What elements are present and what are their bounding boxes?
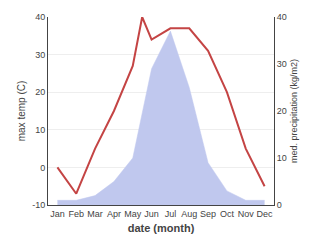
svg-text:0: 0 bbox=[277, 200, 282, 210]
svg-text:Mar: Mar bbox=[87, 209, 103, 219]
svg-text:0: 0 bbox=[40, 163, 45, 173]
svg-text:date (month): date (month) bbox=[128, 222, 195, 234]
svg-text:Sep: Sep bbox=[200, 209, 216, 219]
svg-text:40: 40 bbox=[277, 12, 287, 22]
svg-text:Jan: Jan bbox=[50, 209, 65, 219]
svg-text:Oct: Oct bbox=[220, 209, 235, 219]
svg-text:max temp (C): max temp (C) bbox=[16, 81, 27, 142]
svg-text:Nov: Nov bbox=[238, 209, 255, 219]
svg-text:Dec: Dec bbox=[257, 209, 274, 219]
svg-text:-10: -10 bbox=[32, 200, 45, 210]
svg-text:20: 20 bbox=[277, 106, 287, 116]
svg-text:30: 30 bbox=[277, 59, 287, 69]
svg-text:30: 30 bbox=[35, 50, 45, 60]
svg-text:Jun: Jun bbox=[144, 209, 159, 219]
svg-text:med. precipitation (kg/m2): med. precipitation (kg/m2) bbox=[289, 59, 299, 163]
svg-text:40: 40 bbox=[35, 12, 45, 22]
svg-text:Feb: Feb bbox=[68, 209, 84, 219]
svg-text:Apr: Apr bbox=[107, 209, 121, 219]
svg-text:10: 10 bbox=[35, 125, 45, 135]
svg-text:20: 20 bbox=[35, 87, 45, 97]
svg-text:Aug: Aug bbox=[181, 209, 197, 219]
svg-text:10: 10 bbox=[277, 153, 287, 163]
svg-text:May: May bbox=[124, 209, 142, 219]
svg-text:Jul: Jul bbox=[165, 209, 177, 219]
